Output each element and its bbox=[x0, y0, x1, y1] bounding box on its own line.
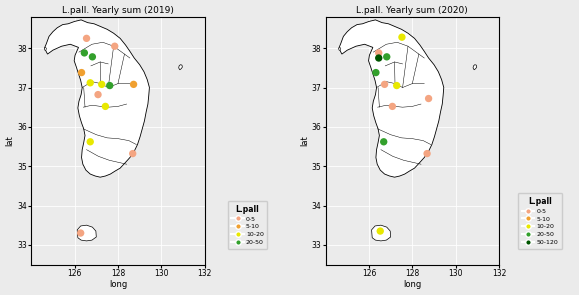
Legend: 0-5, 5-10, 10-20, 20-50, 50-120: 0-5, 5-10, 10-20, 20-50, 50-120 bbox=[518, 193, 562, 249]
Title: L.pall. Yearly sum (2020): L.pall. Yearly sum (2020) bbox=[357, 6, 468, 14]
Point bbox=[88, 55, 97, 59]
Point bbox=[86, 81, 95, 85]
Y-axis label: lat: lat bbox=[6, 135, 14, 146]
Polygon shape bbox=[473, 65, 477, 70]
Polygon shape bbox=[179, 65, 182, 70]
Point bbox=[374, 50, 383, 55]
Point bbox=[374, 56, 383, 60]
Point bbox=[397, 35, 406, 40]
Point bbox=[424, 96, 433, 101]
Point bbox=[380, 82, 389, 87]
Point bbox=[105, 83, 115, 88]
Point bbox=[371, 70, 380, 75]
Point bbox=[379, 140, 389, 144]
Polygon shape bbox=[372, 225, 391, 241]
Point bbox=[392, 83, 401, 88]
Polygon shape bbox=[45, 20, 149, 177]
Point bbox=[77, 70, 86, 75]
Point bbox=[388, 104, 397, 109]
Point bbox=[423, 151, 432, 156]
X-axis label: long: long bbox=[403, 281, 422, 289]
Polygon shape bbox=[339, 47, 341, 50]
Polygon shape bbox=[339, 20, 444, 177]
Point bbox=[97, 82, 107, 87]
Point bbox=[101, 104, 110, 109]
Legend: 0-5, 5-10, 10-20, 20-50: 0-5, 5-10, 10-20, 20-50 bbox=[228, 201, 267, 249]
Point bbox=[110, 44, 119, 49]
Point bbox=[128, 151, 137, 156]
Y-axis label: lat: lat bbox=[300, 135, 309, 146]
Title: L.pall. Yearly sum (2019): L.pall. Yearly sum (2019) bbox=[62, 6, 174, 14]
Point bbox=[376, 229, 385, 233]
Point bbox=[382, 55, 391, 59]
Polygon shape bbox=[44, 47, 46, 50]
Point bbox=[86, 140, 95, 144]
Point bbox=[76, 231, 85, 235]
X-axis label: long: long bbox=[109, 281, 127, 289]
Point bbox=[80, 50, 89, 55]
Point bbox=[129, 82, 138, 87]
Point bbox=[82, 36, 91, 41]
Polygon shape bbox=[77, 225, 96, 241]
Point bbox=[93, 92, 102, 97]
